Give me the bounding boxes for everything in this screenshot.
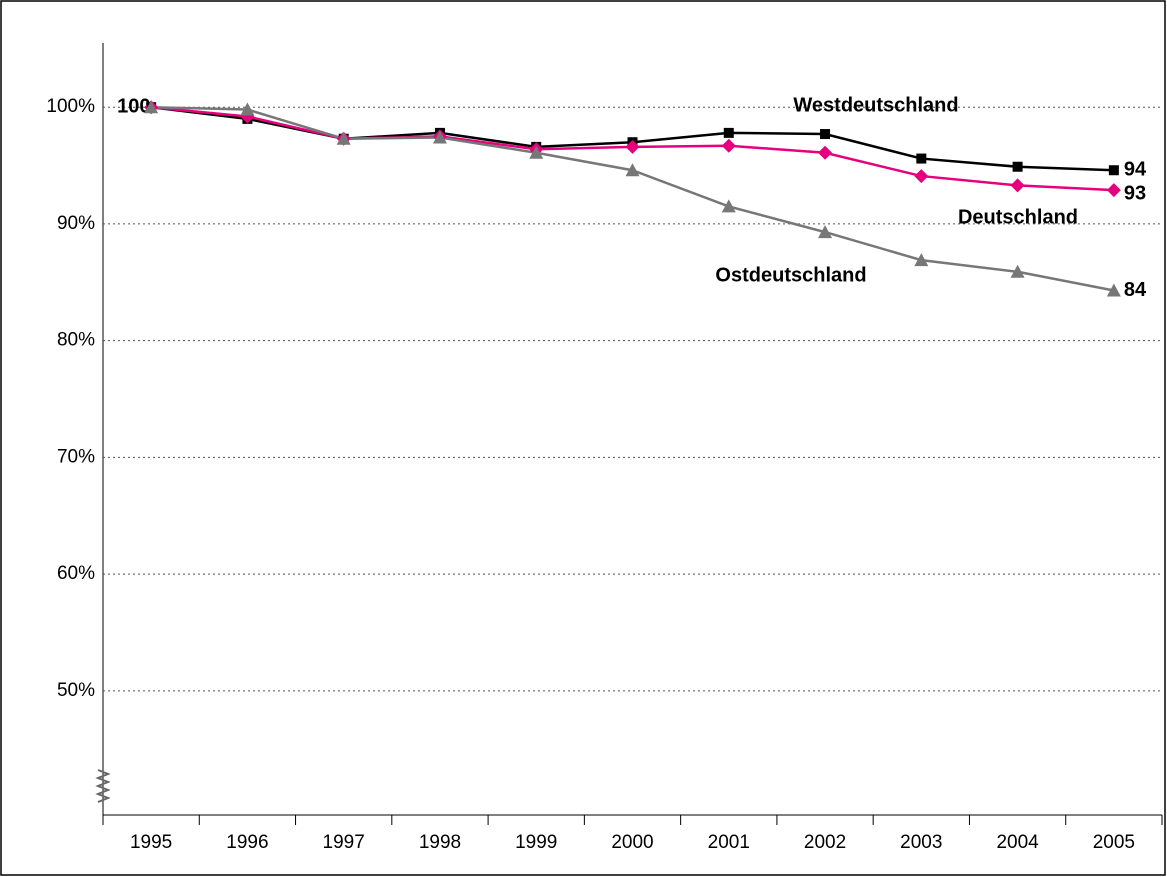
x-tick-label: 2005 (1093, 832, 1135, 853)
data-label: 93 (1124, 182, 1146, 204)
marker (818, 145, 833, 160)
marker (625, 139, 640, 154)
marker (144, 100, 159, 114)
x-tick-label: 1997 (323, 832, 365, 853)
marker (820, 129, 831, 140)
marker (1106, 283, 1121, 297)
y-tick-label: 90% (57, 213, 95, 234)
marker (336, 131, 351, 145)
marker (1012, 161, 1023, 172)
marker (625, 163, 640, 177)
data-label: 84 (1124, 279, 1147, 301)
series-label: Ostdeutschland (715, 264, 866, 286)
series-label: Deutschland (958, 206, 1078, 228)
x-tick-label: 2000 (611, 832, 653, 853)
y-tick-label: 100% (46, 96, 95, 117)
series-label: Westdeutschland (793, 94, 958, 116)
x-tick-label: 1996 (226, 832, 268, 853)
marker (1108, 165, 1119, 176)
marker (914, 169, 929, 184)
y-tick-label: 60% (57, 563, 95, 584)
marker (916, 153, 927, 164)
x-tick-label: 2001 (708, 832, 750, 853)
marker (1010, 178, 1025, 193)
y-tick-label: 70% (57, 446, 95, 467)
marker (1010, 264, 1025, 278)
x-tick-label: 2003 (900, 832, 942, 853)
marker (529, 145, 544, 159)
y-tick-label: 50% (57, 680, 95, 701)
marker (1106, 183, 1121, 198)
data-label: 94 (1124, 159, 1147, 181)
marker (721, 199, 736, 213)
marker (432, 130, 447, 144)
marker (240, 102, 255, 116)
data-label: 100 (117, 95, 150, 117)
marker (818, 225, 833, 239)
x-tick-label: 1995 (130, 832, 172, 853)
marker (723, 127, 734, 138)
x-tick-label: 2004 (996, 832, 1039, 853)
x-tick-label: 1999 (515, 832, 557, 853)
x-tick-label: 1998 (419, 832, 461, 853)
marker (721, 138, 736, 153)
marker (914, 253, 929, 267)
y-tick-label: 80% (57, 330, 95, 351)
x-tick-label: 2002 (804, 832, 846, 853)
axis-break (95, 769, 111, 803)
